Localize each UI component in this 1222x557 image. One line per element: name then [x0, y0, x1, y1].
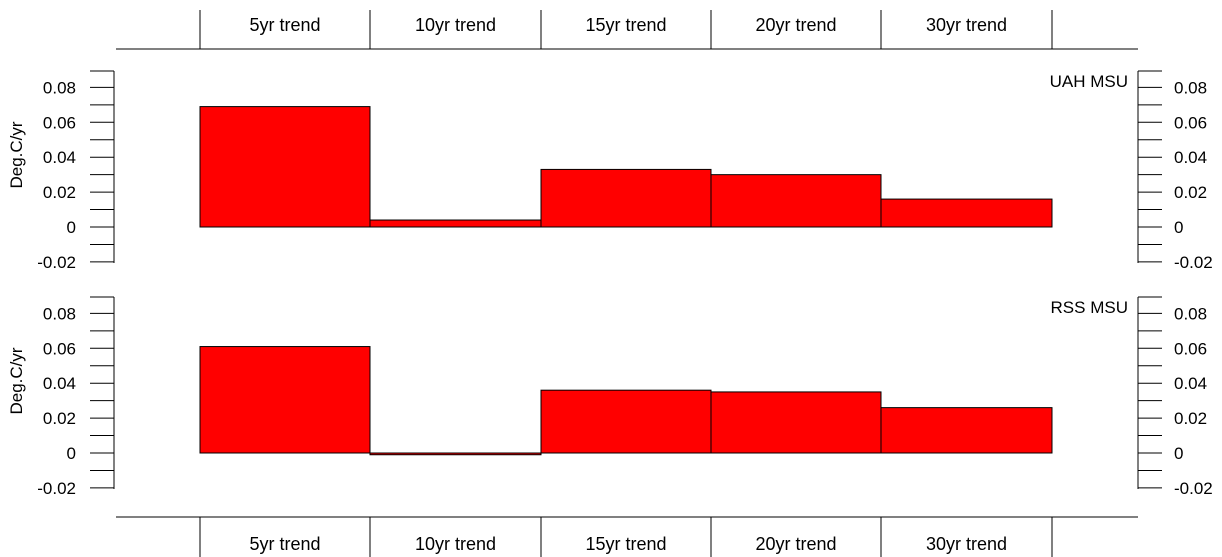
uah-msu-left-tick-label: 0.04 [43, 148, 76, 167]
top-category-label-30yr-trend: 30yr trend [926, 15, 1007, 35]
uah-msu-panel: 0.08 0.08 0.06 0.06 0.04 0.04 0.02 0.02 0 0 -0.02 -… [7, 70, 1213, 272]
top-category-label-20yr-trend: 20yr trend [755, 15, 836, 35]
bottom-category-strip: 5yr trend 10yr trend 15yr trend 20yr trend 3… [116, 516, 1138, 557]
rss-msu-bar-15yr-trend [540, 389, 712, 454]
rss-msu-bar-5yr-trend [199, 346, 371, 454]
bottom-category-label-10yr-trend: 10yr trend [415, 534, 496, 554]
uah-msu-right-tick-label: -0.02 [1174, 253, 1213, 272]
uah-msu-bar-10yr-trend [369, 219, 542, 228]
bottom-category-label-20yr-trend: 20yr trend [755, 534, 836, 554]
uah-msu-left-tick-label: -0.02 [37, 253, 76, 272]
rss-msu-right-tick-label: 0 [1174, 444, 1183, 463]
bottom-category-label-15yr-trend: 15yr trend [585, 534, 666, 554]
uah-msu-bar-5yr-trend [199, 106, 371, 228]
rss-msu-left-tick-label: 0.04 [43, 374, 76, 393]
rss-msu-right-tick-label: -0.02 [1174, 479, 1213, 498]
top-category-strip: 5yr trend 10yr trend 15yr trend 20yr trend 3… [116, 10, 1138, 50]
rss-msu-left-tick-label: 0.06 [43, 339, 76, 358]
uah-msu-right-tick-label: 0.08 [1174, 78, 1207, 97]
rss-msu-right-tick-label: 0.06 [1174, 339, 1207, 358]
rss-msu-right-tick-label: 0.04 [1174, 374, 1207, 393]
rss-msu-left-tick-label: 0.08 [43, 304, 76, 323]
rss-msu-left-tick-label: 0 [67, 444, 76, 463]
uah-msu-left-tick-label: 0 [67, 218, 76, 237]
rss-msu-bar-20yr-trend [710, 391, 882, 454]
uah-msu-right-tick-label: 0.02 [1174, 183, 1207, 202]
uah-msu-bar-15yr-trend [540, 168, 712, 228]
bottom-category-label-5yr-trend: 5yr trend [249, 534, 320, 554]
top-category-label-5yr-trend: 5yr trend [249, 15, 320, 35]
uah-msu-left-tick-label: 0.02 [43, 183, 76, 202]
rss-msu-bar-30yr-trend [880, 407, 1053, 454]
rss-msu-left-tick-label: 0.02 [43, 409, 76, 428]
uah-msu-left-tick-label: 0.06 [43, 113, 76, 132]
rss-msu-panel-label: RSS MSU [1051, 298, 1128, 317]
top-category-label-15yr-trend: 15yr trend [585, 15, 666, 35]
rss-msu-right-tick-label: 0.08 [1174, 304, 1207, 323]
uah-msu-left-tick-label: 0.08 [43, 78, 76, 97]
rss-msu-bar-10yr-trend [369, 452, 542, 456]
rss-msu-panel: 0.08 0.08 0.06 0.06 0.04 0.04 0.02 0.02 0 0 -0.02 -… [7, 296, 1213, 498]
uah-msu-right-tick-label: 0.04 [1174, 148, 1207, 167]
rss-msu-left-tick-label: -0.02 [37, 479, 76, 498]
top-category-label-10yr-trend: 10yr trend [415, 15, 496, 35]
uah-msu-bar-30yr-trend [880, 198, 1053, 228]
uah-msu-panel-label: UAH MSU [1050, 72, 1128, 91]
rss-msu-right-tick-label: 0.02 [1174, 409, 1207, 428]
uah-msu-bar-20yr-trend [710, 174, 882, 228]
uah-msu-right-tick-label: 0.06 [1174, 113, 1207, 132]
uah-msu-y-axis-label: Deg.C/yr [7, 121, 26, 188]
rss-msu-y-axis-label: Deg.C/yr [7, 347, 26, 414]
bottom-category-label-30yr-trend: 30yr trend [926, 534, 1007, 554]
uah-msu-right-tick-label: 0 [1174, 218, 1183, 237]
